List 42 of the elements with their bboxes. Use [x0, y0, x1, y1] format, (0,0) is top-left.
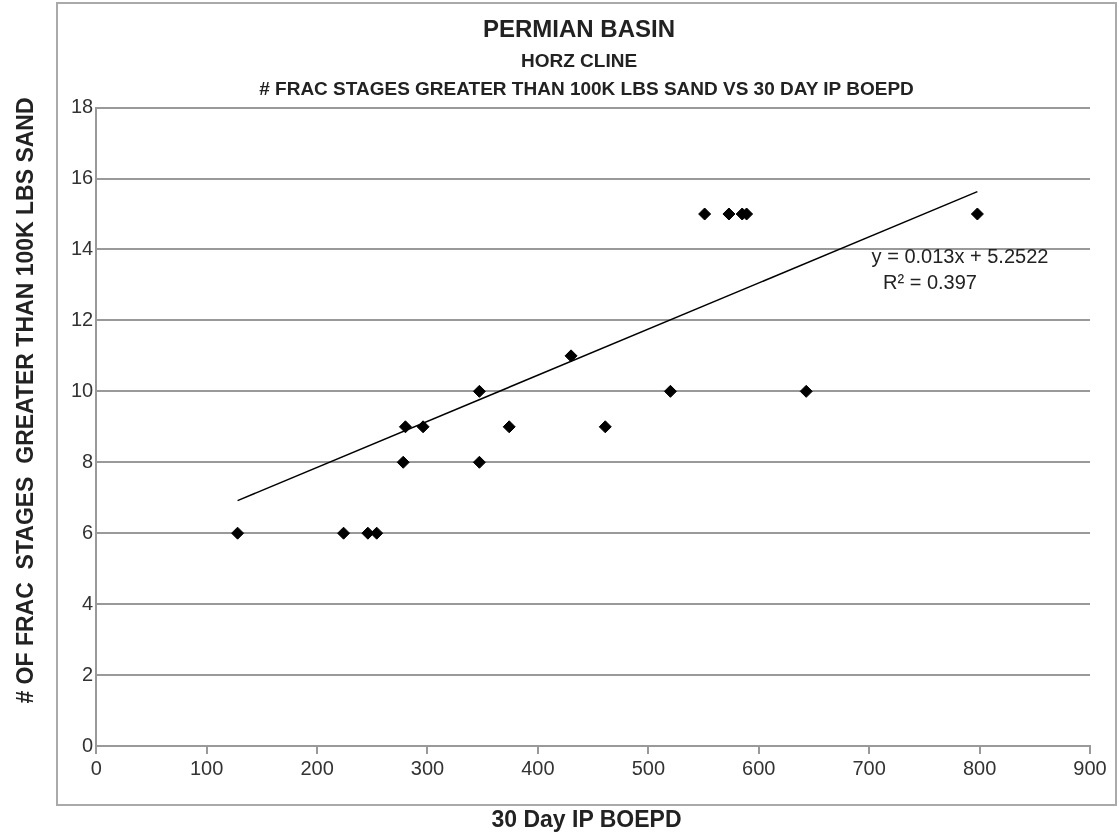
y-tick-label: 12	[71, 307, 94, 330]
point	[396, 455, 410, 469]
y-tick-label: 4	[82, 591, 94, 614]
x-tick-label: 900	[1073, 756, 1107, 779]
text: # FRAC STAGES GREATER THAN 100K LBS SAND VS 30 DAY IP BOEPD	[259, 77, 914, 99]
annotation: y = 0.013x + 5.2522	[871, 245, 1049, 268]
annotation: R² = 0.397	[883, 271, 977, 294]
chart-subtitle: HORZ CLINE	[520, 50, 638, 72]
point	[598, 420, 612, 434]
x-tick-label: 300	[410, 756, 445, 779]
point	[698, 207, 712, 221]
point	[472, 384, 486, 398]
y-tick-label: 14	[71, 236, 94, 259]
y-tick-label: 0	[82, 733, 94, 756]
point	[663, 384, 677, 398]
x-tick-label: 500	[631, 756, 666, 779]
x-tick-label: 200	[300, 756, 334, 779]
x-tick-label: 400	[521, 756, 555, 779]
point	[398, 420, 412, 434]
x-axis-title: 30 Day IP BOEPD	[490, 806, 683, 833]
y-tick-label: 6	[82, 520, 94, 543]
y-tick-label: 8	[82, 449, 94, 472]
point	[472, 455, 486, 469]
y-tick-label: 16	[71, 166, 94, 189]
y-axis-title: # OF FRAC STAGES GREATER THAN 100K LBS SAND	[11, 96, 39, 704]
point	[564, 349, 578, 363]
point	[502, 420, 516, 434]
y-tick-label: 10	[71, 378, 94, 401]
point	[799, 384, 813, 398]
x-tick-label: 100	[189, 756, 224, 779]
x-tick-label: 700	[852, 756, 886, 779]
point	[231, 526, 245, 540]
point	[970, 207, 984, 221]
point	[337, 526, 351, 540]
point	[722, 207, 736, 221]
point	[370, 526, 384, 540]
point	[416, 420, 430, 434]
x-tick-label: 800	[962, 756, 997, 779]
chart-title: PERMIAN BASIN	[482, 15, 676, 43]
y-tick-label: 2	[82, 662, 94, 685]
y-tick-label: 18	[71, 95, 94, 118]
x-tick-label: 600	[742, 756, 776, 779]
